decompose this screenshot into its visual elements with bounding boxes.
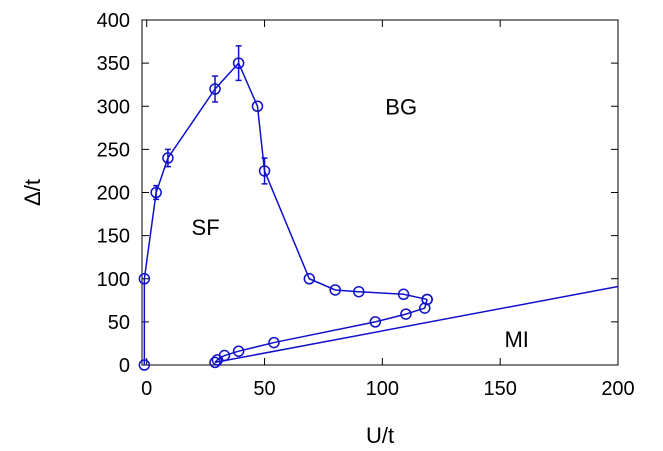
x-tick-label: 150 [483, 378, 516, 400]
plot-frame [141, 19, 619, 366]
data-point [369, 316, 382, 328]
data-point [138, 359, 151, 371]
data-point [162, 152, 174, 164]
data-point [251, 100, 264, 112]
series-line-2 [214, 299, 428, 363]
data-point [232, 345, 245, 357]
y-tick-label: 400 [97, 10, 130, 32]
labels: BG SF MI [192, 94, 529, 352]
y-tick-label: 350 [97, 53, 130, 75]
y-tick-label: 0 [119, 355, 130, 377]
data-point [232, 57, 245, 69]
data-point [258, 165, 271, 177]
data-layer [138, 45, 619, 371]
data-point [209, 83, 221, 95]
data-point [329, 284, 341, 296]
region-label-mi: MI [504, 327, 528, 352]
y-tick-label: 300 [97, 96, 130, 118]
plot-area [141, 19, 619, 366]
x-tick-label: 200 [601, 378, 634, 400]
data-point [150, 186, 162, 199]
data-point [268, 336, 280, 349]
data-point [353, 285, 365, 298]
x-tick-label: 50 [253, 378, 275, 400]
data-point [397, 288, 410, 301]
y-tick-label: 200 [97, 183, 130, 205]
region-label-sf: SF [192, 215, 220, 240]
data-point [400, 308, 412, 320]
data-point [211, 354, 224, 366]
y-tick-label: 100 [97, 269, 130, 291]
axes: 0 50 100 150 200 0 50 100 150 200 250 300 350 400 U/t Δ… [20, 10, 635, 448]
series-line-3 [214, 285, 619, 364]
x-axis-title: U/t [366, 423, 394, 448]
data-point [138, 273, 151, 285]
y-tick-label: 50 [108, 312, 130, 334]
x-tick-label: 0 [141, 378, 152, 400]
data-point [303, 273, 316, 285]
y-tick-label: 150 [97, 226, 130, 248]
region-label-bg: BG [385, 94, 417, 119]
data-point [209, 356, 221, 369]
y-tick-label: 250 [97, 139, 130, 161]
data-point [419, 302, 431, 314]
x-tick-label: 100 [366, 378, 399, 400]
y-axis-title: Δ/t [20, 179, 45, 206]
